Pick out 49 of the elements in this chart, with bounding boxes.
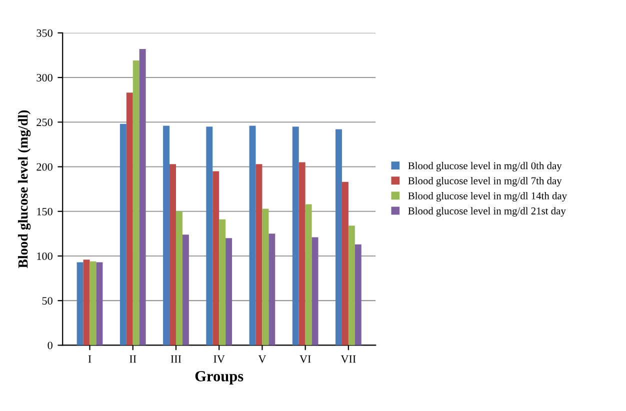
bar [182,234,189,346]
y-tick-label: 250 [36,118,52,126]
y-tick-label: 350 [36,29,52,37]
bar [292,126,299,346]
bar [262,208,269,346]
y-tick-label: 150 [37,208,52,216]
bar [96,262,103,346]
bar [312,237,318,346]
legend-label: Blood glucose level in mg/dl 14th day [408,192,567,202]
bar [83,260,90,346]
x-axis-title: Groups [195,371,244,384]
bar [139,48,146,346]
y-tick-label: 300 [36,74,52,82]
bar [126,92,133,346]
bar [76,262,84,346]
x-tick-label: VI [300,355,311,363]
bar [90,261,96,346]
bar [336,129,342,346]
bar [219,219,226,346]
bar [354,244,362,346]
legend-label: Blood glucose level in mg/dl 21st day [408,207,566,217]
x-tick-label: VII [340,355,356,363]
x-tick-label: III [170,355,182,363]
bar [305,204,312,346]
bar [268,234,276,346]
bar [298,162,306,346]
x-tick-label: I [88,355,92,363]
x-tick-label: V [258,355,266,363]
legend-label: Blood glucose level in mg/dl 0th day [408,162,562,172]
y-tick-label: 50 [42,297,52,305]
bar [212,171,220,346]
legend-label: Blood glucose level in mg/dl 7th day [408,176,562,186]
bar [342,182,348,346]
bar [226,238,232,346]
bar [170,164,176,346]
x-tick-label: II [130,355,136,363]
y-axis-title: Blood glucose level (mg/dl) [18,110,31,268]
x-tick-label: IV [214,355,225,363]
bar [249,126,256,346]
y-tick-label: 100 [37,252,52,260]
y-tick-label: 0 [48,342,52,350]
y-tick-label: 200 [36,163,52,171]
bar [163,126,170,346]
bar [176,211,182,346]
bar [256,164,262,346]
bar [206,126,213,346]
bar [120,124,126,346]
bar [348,226,355,346]
bar [132,60,140,346]
